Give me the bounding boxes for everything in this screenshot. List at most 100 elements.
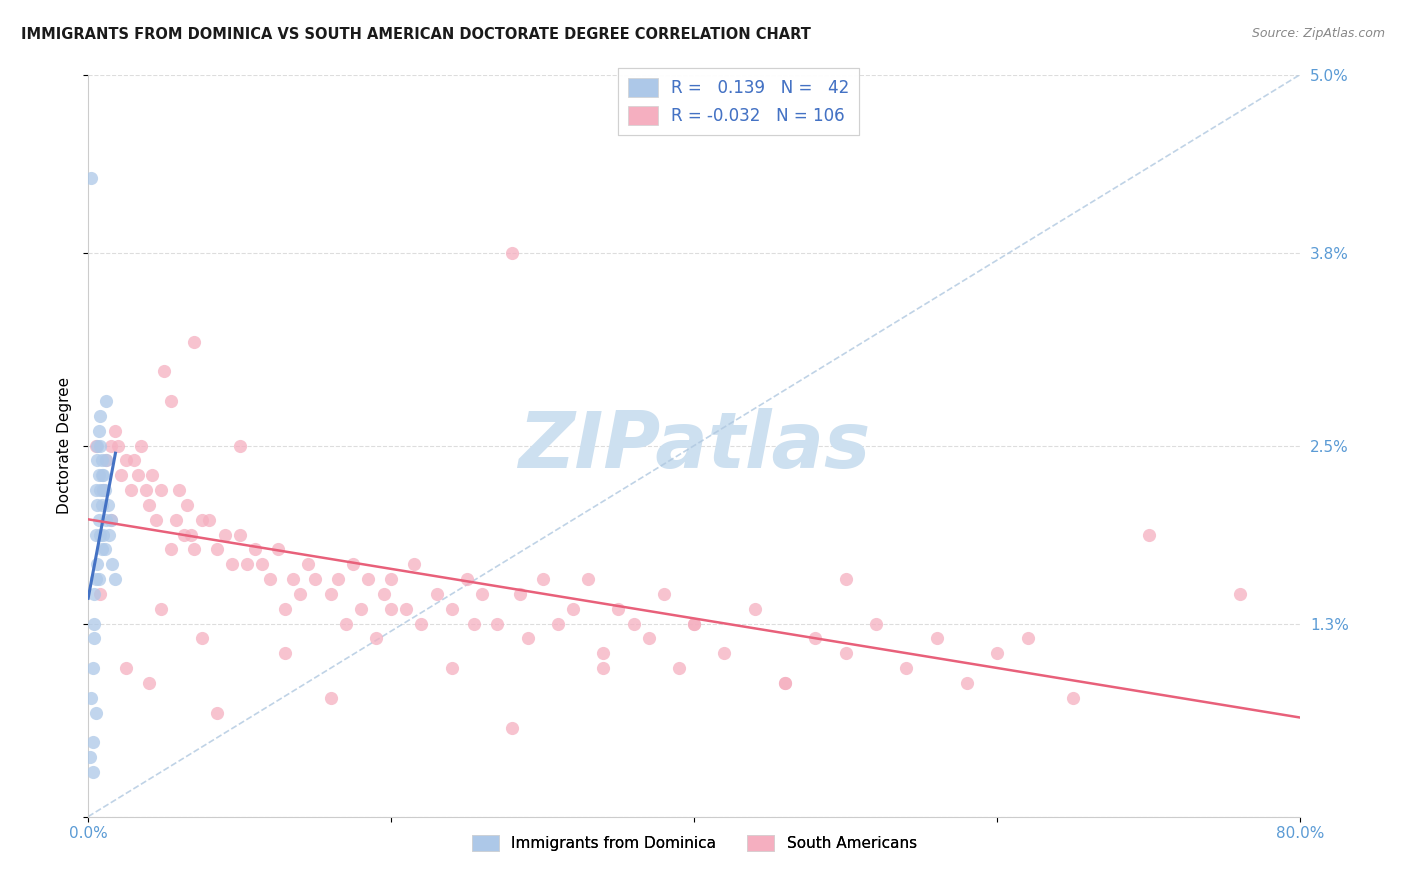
Point bbox=[243, 542, 266, 557]
Point bbox=[149, 483, 172, 497]
Point bbox=[516, 632, 538, 646]
Point bbox=[402, 558, 425, 572]
Point bbox=[89, 527, 111, 541]
Point bbox=[90, 468, 112, 483]
Point bbox=[364, 632, 387, 646]
Point bbox=[100, 513, 122, 527]
Point bbox=[228, 527, 250, 541]
Point bbox=[80, 171, 103, 186]
Point bbox=[90, 498, 112, 512]
Point bbox=[326, 572, 349, 586]
Point bbox=[145, 513, 167, 527]
Point bbox=[87, 572, 110, 586]
Point bbox=[82, 735, 104, 749]
Point bbox=[100, 513, 122, 527]
Point bbox=[380, 602, 402, 616]
Point bbox=[205, 542, 228, 557]
Point bbox=[115, 453, 138, 467]
Point bbox=[104, 424, 127, 438]
Point bbox=[683, 616, 706, 631]
Point bbox=[744, 602, 766, 616]
Point bbox=[127, 468, 149, 483]
Point bbox=[1062, 690, 1084, 705]
Point bbox=[107, 439, 129, 453]
Point bbox=[637, 632, 659, 646]
Point bbox=[84, 439, 107, 453]
Point bbox=[236, 558, 259, 572]
Point bbox=[274, 602, 297, 616]
Point bbox=[89, 587, 111, 601]
Point bbox=[266, 542, 288, 557]
Point bbox=[101, 558, 124, 572]
Point bbox=[173, 527, 195, 541]
Point bbox=[90, 542, 112, 557]
Legend: Immigrants from Dominica, South Americans: Immigrants from Dominica, South American… bbox=[465, 829, 922, 857]
Point bbox=[87, 424, 110, 438]
Point bbox=[956, 676, 979, 690]
Point bbox=[274, 646, 297, 660]
Point bbox=[87, 468, 110, 483]
Point bbox=[607, 602, 630, 616]
Point bbox=[83, 616, 105, 631]
Point bbox=[925, 632, 948, 646]
Point bbox=[252, 558, 274, 572]
Point bbox=[141, 468, 163, 483]
Point bbox=[380, 572, 402, 586]
Point bbox=[165, 513, 187, 527]
Point bbox=[221, 558, 243, 572]
Point bbox=[683, 616, 706, 631]
Point bbox=[373, 587, 395, 601]
Point bbox=[110, 468, 132, 483]
Point bbox=[86, 558, 108, 572]
Point bbox=[198, 513, 221, 527]
Text: Source: ZipAtlas.com: Source: ZipAtlas.com bbox=[1251, 27, 1385, 40]
Point bbox=[713, 646, 735, 660]
Point bbox=[259, 572, 281, 586]
Point bbox=[426, 587, 449, 601]
Point bbox=[94, 542, 117, 557]
Point bbox=[1137, 527, 1160, 541]
Point bbox=[357, 572, 380, 586]
Point bbox=[89, 409, 111, 423]
Point bbox=[86, 453, 108, 467]
Point bbox=[623, 616, 645, 631]
Point bbox=[319, 587, 342, 601]
Point bbox=[79, 750, 101, 764]
Point bbox=[205, 706, 228, 720]
Point bbox=[80, 690, 103, 705]
Point bbox=[122, 453, 145, 467]
Point bbox=[509, 587, 531, 601]
Point bbox=[183, 542, 205, 557]
Point bbox=[865, 616, 887, 631]
Point bbox=[896, 661, 918, 675]
Point bbox=[82, 765, 104, 780]
Point bbox=[90, 453, 112, 467]
Point bbox=[160, 542, 183, 557]
Point bbox=[463, 616, 485, 631]
Point bbox=[834, 646, 856, 660]
Point bbox=[1017, 632, 1039, 646]
Point bbox=[100, 439, 122, 453]
Point bbox=[834, 572, 856, 586]
Point bbox=[297, 558, 319, 572]
Point bbox=[350, 602, 373, 616]
Point bbox=[96, 513, 118, 527]
Point bbox=[214, 527, 236, 541]
Point bbox=[86, 439, 108, 453]
Point bbox=[138, 498, 160, 512]
Point bbox=[96, 453, 118, 467]
Point bbox=[96, 453, 118, 467]
Point bbox=[290, 587, 312, 601]
Point bbox=[411, 616, 433, 631]
Point bbox=[191, 513, 214, 527]
Point bbox=[82, 661, 104, 675]
Point bbox=[176, 498, 198, 512]
Text: IMMIGRANTS FROM DOMINICA VS SOUTH AMERICAN DOCTORATE DEGREE CORRELATION CHART: IMMIGRANTS FROM DOMINICA VS SOUTH AMERIC… bbox=[21, 27, 811, 42]
Point bbox=[395, 602, 418, 616]
Point bbox=[1229, 587, 1251, 601]
Point bbox=[115, 661, 138, 675]
Point bbox=[160, 394, 183, 409]
Point bbox=[773, 676, 796, 690]
Point bbox=[104, 572, 127, 586]
Point bbox=[440, 661, 463, 675]
